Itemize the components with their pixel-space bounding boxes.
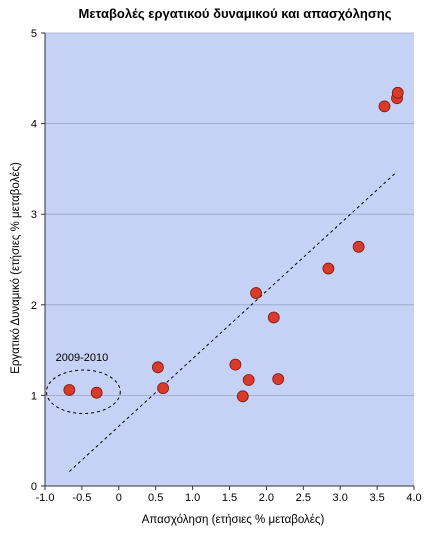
x-tick-label: -0.5 — [72, 492, 91, 504]
data-point — [250, 287, 262, 299]
data-point — [267, 311, 280, 324]
data-point — [322, 262, 335, 275]
annotation-ellipse — [45, 369, 121, 415]
y-tick-label: 5 — [31, 28, 37, 40]
y-axis-label: Εργατικό Δυναμικό (ετήσιες % μεταβολές) — [10, 162, 22, 374]
y-tick-labels: 0 1 2 3 4 5 — [31, 28, 45, 493]
y-tick-label: 2 — [31, 300, 37, 312]
trendline-layer — [69, 171, 398, 472]
y-tick-label: 3 — [31, 209, 37, 221]
x-tick-label: 4.0 — [406, 492, 421, 504]
data-point — [236, 390, 249, 403]
data-point — [152, 361, 164, 374]
data-point — [378, 100, 391, 113]
x-axis-label: Απασχόληση (ετήσιες % μεταβολές) — [142, 514, 325, 526]
x-tick-label: 1.5 — [222, 492, 237, 504]
annotation-layer: 2009-2010 — [45, 352, 121, 415]
y-tick-label: 0 — [31, 481, 37, 493]
data-point — [242, 374, 255, 386]
annotation-label: 2009-2010 — [56, 352, 109, 364]
plot-area — [45, 33, 414, 486]
x-tick-label: 2.5 — [296, 492, 311, 504]
x-tick-label: 1.0 — [185, 492, 200, 504]
data-point — [157, 382, 169, 395]
x-tick-labels: -1.0 -0.5 0 0.5 1.0 1.5 2.0 2.5 3.0 3.5 4.0 — [36, 486, 422, 504]
data-point — [63, 384, 76, 396]
chart-title: Μεταβολές εργατικού δυναμικού και απασχό… — [79, 6, 392, 21]
x-tick-label: 0.5 — [148, 492, 163, 504]
x-tick-label: 0 — [116, 492, 122, 504]
x-tick-label: 3.5 — [369, 492, 384, 504]
gridlines — [45, 32, 414, 396]
x-tick-label: 2.0 — [259, 492, 274, 504]
y-tick-label: 1 — [31, 390, 37, 402]
data-points — [63, 86, 404, 403]
data-point — [352, 240, 365, 253]
data-point — [391, 86, 404, 99]
data-point — [90, 386, 103, 399]
x-tick-label: -1.0 — [36, 492, 55, 504]
x-tick-label: 3.0 — [333, 492, 348, 504]
data-point — [229, 358, 242, 371]
trendline — [69, 171, 398, 472]
y-tick-label: 4 — [31, 119, 37, 131]
data-point — [272, 373, 285, 385]
